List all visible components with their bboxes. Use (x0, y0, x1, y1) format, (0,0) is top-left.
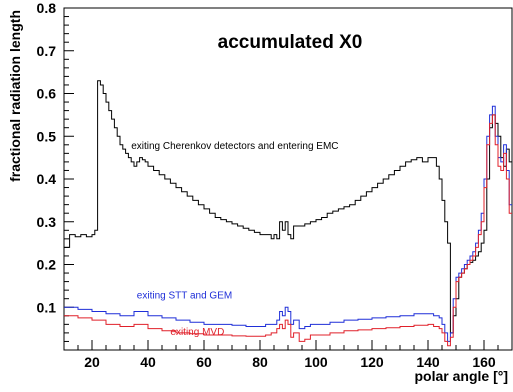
y-tick-label: 0.2 (37, 257, 57, 273)
x-tick-label: 160 (472, 354, 496, 370)
y-tick-label: 0.5 (37, 128, 57, 144)
x-tick-label: 80 (252, 354, 268, 370)
x-tick-label: 20 (84, 354, 100, 370)
x-tick-label: 140 (416, 354, 440, 370)
y-tick-label: 0.6 (37, 86, 57, 102)
y-axis-label: fractional radiation length (7, 10, 23, 182)
x-tick-label: 120 (360, 354, 384, 370)
series-annotation: exiting STT and GEM (137, 291, 232, 302)
y-tick-label: 0.3 (37, 214, 57, 230)
chart-title: accumulated X0 (218, 32, 363, 53)
y-tick-label: 0.4 (37, 171, 57, 187)
x-tick-label: 100 (304, 354, 328, 370)
plot-frame (63, 7, 513, 351)
x-tick-label: 40 (140, 354, 156, 370)
series-line-0 (64, 80, 512, 334)
series-line-2 (64, 114, 512, 347)
y-tick-label: 0.1 (37, 299, 57, 315)
x-tick-label: 60 (196, 354, 212, 370)
x-axis-label: polar angle [°] (415, 368, 509, 384)
series-annotation: exiting MVD (170, 327, 224, 338)
y-tick-label: 0.7 (37, 43, 57, 59)
y-tick-label: 0.8 (37, 0, 57, 16)
series-annotation: exiting Cherenkov detectors and entering… (131, 141, 338, 152)
